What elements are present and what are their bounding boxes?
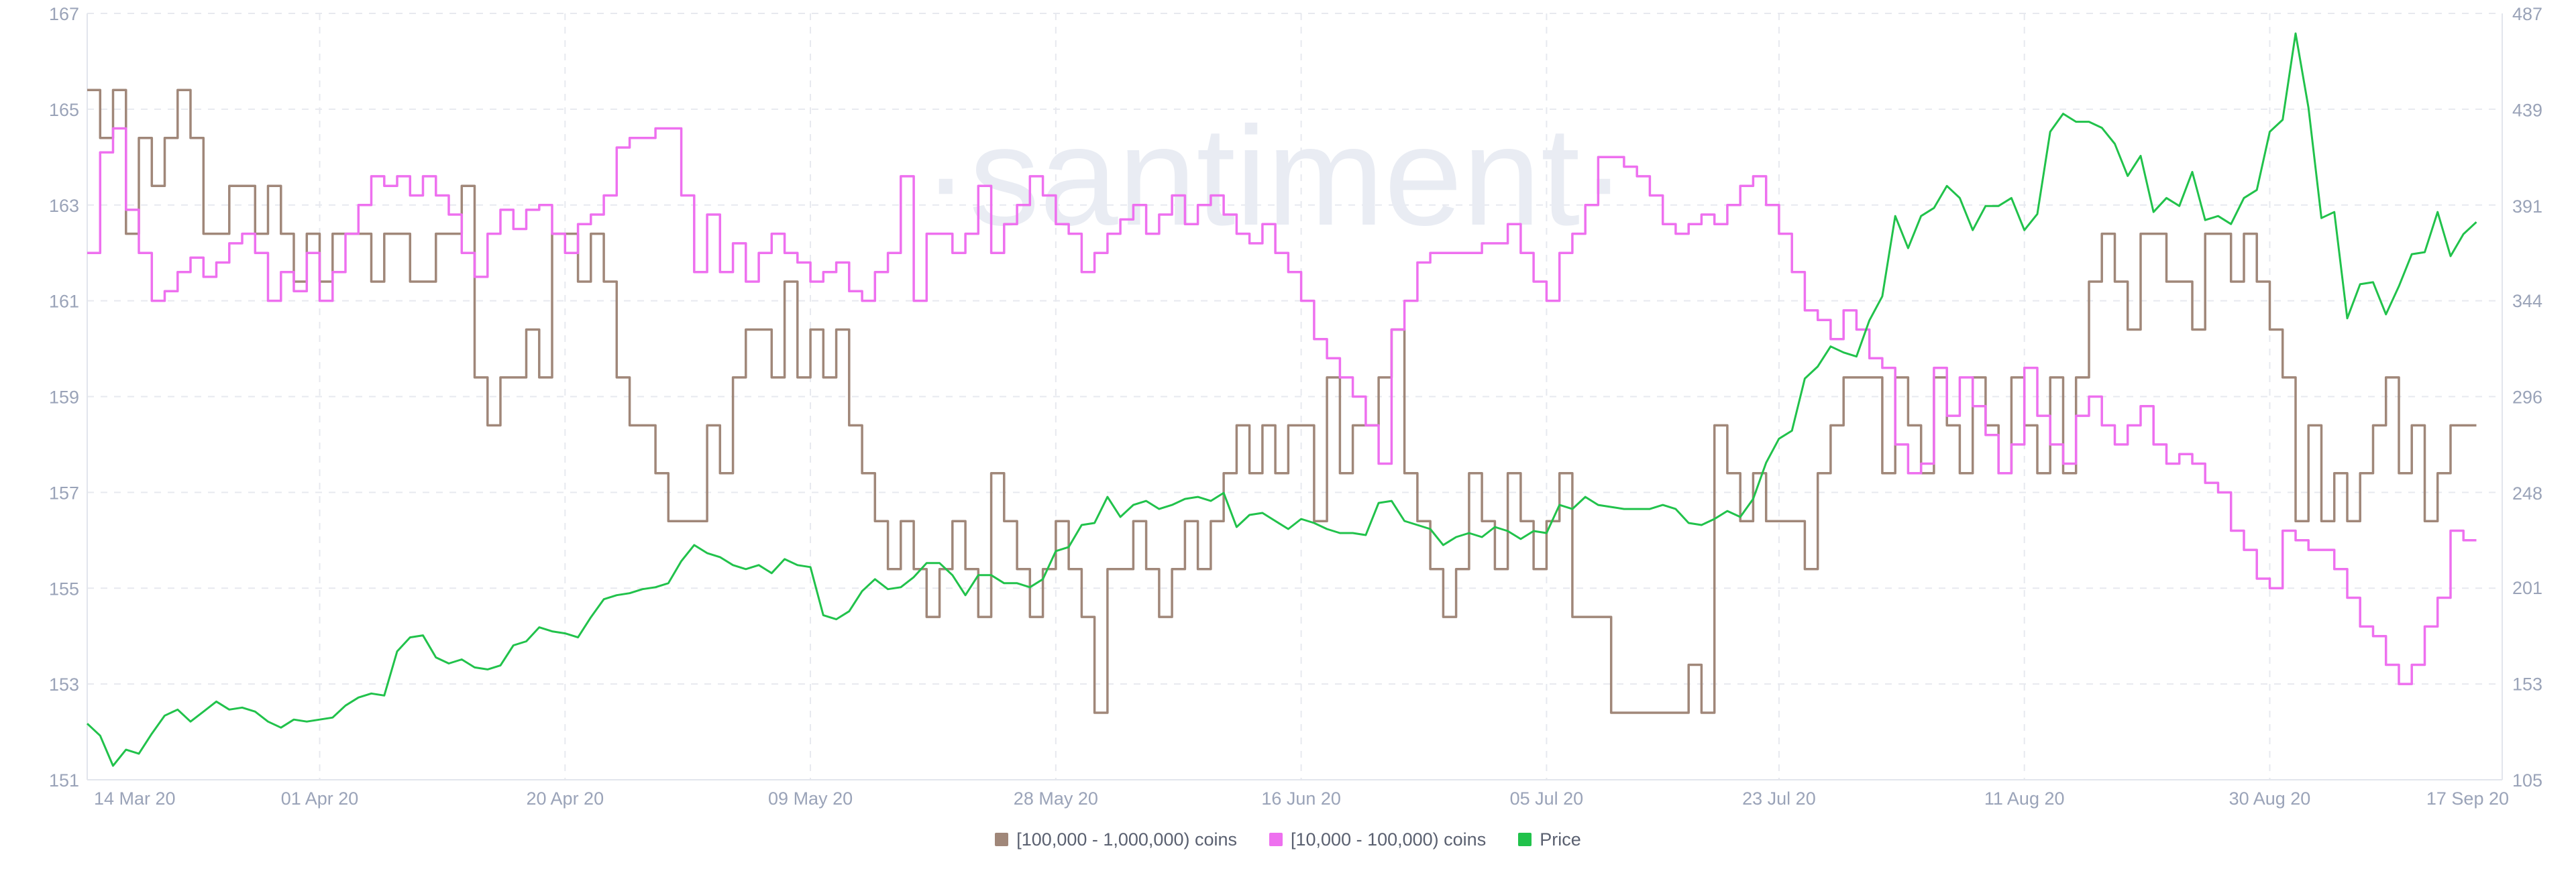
x-tick-label: 11 Aug 20: [1984, 789, 2065, 809]
y-right-tick-label: 344: [2512, 291, 2542, 311]
x-tick-label: 28 May 20: [1014, 789, 1098, 809]
legend-item-price-series[interactable]: Price: [1518, 829, 1581, 850]
y-left-tick-label: 153: [49, 675, 79, 695]
x-tick-label: 23 Jul 20: [1742, 789, 1816, 809]
y-left-tick-label: 165: [49, 100, 79, 120]
y-right-tick-label: 296: [2512, 388, 2542, 408]
series-line-brown: [87, 89, 2477, 714]
chart-legend: [100,000 - 1,000,000) coins [10,000 - 10…: [0, 826, 2576, 853]
y-left-tick-label: 151: [49, 770, 79, 791]
series-line-pink: [87, 127, 2477, 685]
y-left-tick-label: 159: [49, 388, 79, 408]
x-tick-label: 20 Apr 20: [527, 789, 604, 809]
y-right-tick-label: 105: [2512, 770, 2542, 791]
y-left-tick-label: 157: [49, 483, 79, 503]
legend-swatch-brown: [995, 833, 1009, 846]
y-right-tick-label: 487: [2512, 4, 2542, 24]
y-right-tick-label: 391: [2512, 196, 2542, 217]
y-left-tick-label: 161: [49, 292, 79, 312]
y-left-tick-label: 163: [49, 196, 79, 216]
legend-item-brown-series[interactable]: [100,000 - 1,000,000) coins: [995, 829, 1237, 850]
legend-label-brown: [100,000 - 1,000,000) coins: [1016, 829, 1237, 850]
y-left-tick-label: 167: [49, 4, 79, 24]
legend-swatch-pink: [1269, 833, 1283, 846]
x-tick-label: 01 Apr 20: [281, 789, 359, 809]
legend-item-pink-series[interactable]: [10,000 - 100,000) coins: [1269, 829, 1486, 850]
y-right-tick-label: 153: [2512, 674, 2542, 694]
x-tick-label: 09 May 20: [768, 789, 853, 809]
y-right-tick-label: 439: [2512, 101, 2542, 121]
legend-label-pink: [10,000 - 100,000) coins: [1291, 829, 1487, 850]
grid-layer: [87, 13, 2503, 780]
series-line-price: [86, 32, 2477, 767]
y-right-tick-label: 201: [2512, 578, 2542, 598]
series-layer: [86, 32, 2477, 767]
y-right-tick-label: 248: [2512, 483, 2542, 504]
x-tick-label: 30 Aug 20: [2229, 789, 2311, 809]
x-tick-label: 16 Jun 20: [1261, 789, 1341, 809]
legend-swatch-green: [1518, 833, 1532, 846]
x-tick-label: 05 Jul 20: [1510, 789, 1584, 809]
y-left-tick-label: 155: [49, 579, 79, 599]
x-tick-label: 17 Sep 20: [2426, 789, 2509, 809]
x-tick-label: 14 Mar 20: [94, 789, 176, 809]
legend-label-price: Price: [1540, 829, 1581, 850]
axis-layer: 151 153 155 157 159 161 163 165 167 105 153 201 248 2…: [49, 4, 2542, 809]
